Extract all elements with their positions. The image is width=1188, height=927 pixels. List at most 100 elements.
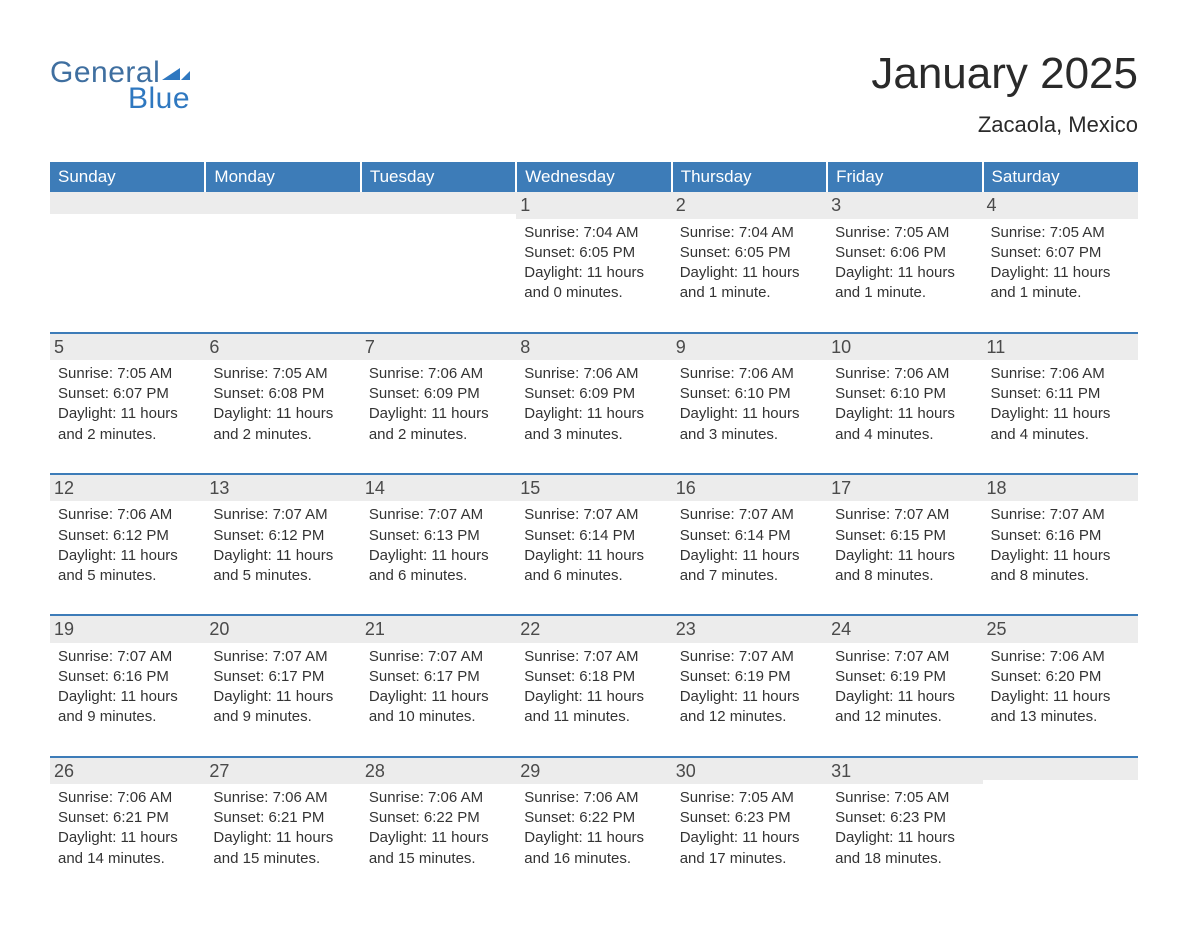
sunset-label: Sunset: 6:18 PM (524, 667, 665, 687)
sunrise-label: Sunrise: 7:05 AM (680, 788, 821, 808)
sunset-label: Sunset: 6:21 PM (213, 808, 354, 828)
day-cell: 4 Sunrise: 7:05 AMSunset: 6:07 PMDaylight… (983, 192, 1138, 332)
daylight1-label: Daylight: 11 hours (213, 828, 354, 848)
sunrise-label: Sunrise: 7:04 AM (680, 223, 821, 243)
daylight2-label: and 8 minutes. (991, 566, 1132, 586)
sunset-label: Sunset: 6:12 PM (213, 526, 354, 546)
sunrise-label: Sunrise: 7:07 AM (680, 505, 821, 525)
day-details: Sunrise: 7:07 AMSunset: 6:17 PMDaylight:… (367, 647, 510, 728)
week-row: 5Sunrise: 7:05 AMSunset: 6:07 PMDaylight… (50, 333, 1138, 474)
sunset-label: Sunset: 6:07 PM (58, 384, 199, 404)
week-row: 1Sunrise: 7:04 AMSunset: 6:05 PMDaylight… (50, 192, 1138, 332)
daylight1-label: Daylight: 11 hours (991, 263, 1132, 283)
daylight1-label: Daylight: 11 hours (680, 828, 821, 848)
day-details: Sunrise: 7:07 AMSunset: 6:19 PMDaylight:… (678, 647, 821, 728)
sunset-label: Sunset: 6:10 PM (680, 384, 821, 404)
sunrise-label: Sunrise: 7:07 AM (213, 505, 354, 525)
daylight2-label: and 9 minutes. (213, 707, 354, 727)
daylight1-label: Daylight: 11 hours (835, 404, 976, 424)
daylight1-label: Daylight: 11 hours (369, 828, 510, 848)
week-row: 26 Sunrise: 7:06 AMSunset: 6:21 PMDayligh… (50, 757, 1138, 897)
sunset-label: Sunset: 6:21 PM (58, 808, 199, 828)
sunset-label: Sunset: 6:16 PM (58, 667, 199, 687)
day-details: Sunrise: 7:07 AMSunset: 6:12 PMDaylight:… (211, 505, 354, 586)
daylight1-label: Daylight: 11 hours (58, 828, 199, 848)
day-cell: 6Sunrise: 7:05 AMSunset: 6:08 PMDaylight… (205, 333, 360, 474)
day-number: 26 (50, 758, 205, 784)
day-cell (205, 192, 360, 332)
sunrise-label: Sunrise: 7:05 AM (835, 788, 976, 808)
day-details: Sunrise: 7:07 AMSunset: 6:14 PMDaylight:… (522, 505, 665, 586)
sunrise-label: Sunrise: 7:07 AM (680, 647, 821, 667)
day-details: Sunrise: 7:05 AMSunset: 6:23 PMDaylight:… (833, 788, 976, 869)
title-block: January 2025 Zacaola, Mexico (871, 50, 1138, 138)
day-number (50, 192, 205, 214)
sunset-label: Sunset: 6:23 PM (835, 808, 976, 828)
weekday-header: Wednesday (516, 162, 671, 192)
daylight2-label: and 8 minutes. (835, 566, 976, 586)
daylight2-label: and 5 minutes. (58, 566, 199, 586)
sunrise-label: Sunrise: 7:05 AM (991, 223, 1132, 243)
calendar-table: Sunday Monday Tuesday Wednesday Thursday… (50, 162, 1138, 896)
day-number: 16 (672, 475, 827, 501)
day-cell: 8Sunrise: 7:06 AMSunset: 6:09 PMDaylight… (516, 333, 671, 474)
sunset-label: Sunset: 6:17 PM (213, 667, 354, 687)
daylight1-label: Daylight: 11 hours (524, 546, 665, 566)
day-details: Sunrise: 7:06 AMSunset: 6:22 PMDaylight:… (367, 788, 510, 869)
weekday-header: Friday (827, 162, 982, 192)
calendar-body: 1Sunrise: 7:04 AMSunset: 6:05 PMDaylight… (50, 192, 1138, 896)
week-row: 12Sunrise: 7:06 AMSunset: 6:12 PMDayligh… (50, 474, 1138, 615)
daylight1-label: Daylight: 11 hours (58, 687, 199, 707)
day-cell: 2Sunrise: 7:04 AMSunset: 6:05 PMDaylight… (672, 192, 827, 332)
daylight2-label: and 15 minutes. (369, 849, 510, 869)
daylight1-label: Daylight: 11 hours (991, 546, 1132, 566)
weekday-header: Saturday (983, 162, 1138, 192)
daylight2-label: and 17 minutes. (680, 849, 821, 869)
daylight2-label: and 4 minutes. (835, 425, 976, 445)
day-number: 4 (983, 192, 1138, 218)
sunset-label: Sunset: 6:14 PM (680, 526, 821, 546)
day-details: Sunrise: 7:05 AMSunset: 6:08 PMDaylight:… (211, 364, 354, 445)
day-number: 12 (50, 475, 205, 501)
sunrise-label: Sunrise: 7:05 AM (58, 364, 199, 384)
sunset-label: Sunset: 6:07 PM (991, 243, 1132, 263)
sunset-label: Sunset: 6:13 PM (369, 526, 510, 546)
day-details: Sunrise: 7:07 AMSunset: 6:15 PMDaylight:… (833, 505, 976, 586)
daylight2-label: and 1 minute. (680, 283, 821, 303)
daylight2-label: and 15 minutes. (213, 849, 354, 869)
day-cell: 13Sunrise: 7:07 AMSunset: 6:12 PMDayligh… (205, 474, 360, 615)
daylight1-label: Daylight: 11 hours (680, 263, 821, 283)
sunset-label: Sunset: 6:17 PM (369, 667, 510, 687)
day-number: 8 (516, 334, 671, 360)
day-cell: 28Sunrise: 7:06 AMSunset: 6:22 PMDayligh… (361, 757, 516, 897)
day-cell: 11Sunrise: 7:06 AMSunset: 6:11 PMDayligh… (983, 333, 1138, 474)
daylight2-label: and 1 minute. (835, 283, 976, 303)
weekday-header-row: Sunday Monday Tuesday Wednesday Thursday… (50, 162, 1138, 192)
daylight2-label: and 3 minutes. (524, 425, 665, 445)
daylight2-label: and 12 minutes. (835, 707, 976, 727)
daylight1-label: Daylight: 11 hours (58, 546, 199, 566)
daylight2-label: and 18 minutes. (835, 849, 976, 869)
daylight1-label: Daylight: 11 hours (835, 687, 976, 707)
week-row: 19Sunrise: 7:07 AMSunset: 6:16 PMDayligh… (50, 615, 1138, 756)
sunset-label: Sunset: 6:09 PM (369, 384, 510, 404)
daylight1-label: Daylight: 11 hours (369, 404, 510, 424)
day-number: 15 (516, 475, 671, 501)
weekday-header: Tuesday (361, 162, 516, 192)
day-cell: 9Sunrise: 7:06 AMSunset: 6:10 PMDaylight… (672, 333, 827, 474)
day-number: 19 (50, 616, 205, 642)
daylight2-label: and 10 minutes. (369, 707, 510, 727)
sunrise-label: Sunrise: 7:05 AM (213, 364, 354, 384)
sunrise-label: Sunrise: 7:06 AM (369, 364, 510, 384)
daylight1-label: Daylight: 11 hours (213, 404, 354, 424)
day-number: 30 (672, 758, 827, 784)
day-number: 31 (827, 758, 982, 784)
daylight1-label: Daylight: 11 hours (680, 404, 821, 424)
day-details: Sunrise: 7:06 AMSunset: 6:21 PMDaylight:… (56, 788, 199, 869)
location-label: Zacaola, Mexico (871, 112, 1138, 138)
day-cell: 23Sunrise: 7:07 AMSunset: 6:19 PMDayligh… (672, 615, 827, 756)
daylight1-label: Daylight: 11 hours (991, 687, 1132, 707)
day-number: 27 (205, 758, 360, 784)
day-number: 3 (827, 192, 982, 218)
day-cell (50, 192, 205, 332)
